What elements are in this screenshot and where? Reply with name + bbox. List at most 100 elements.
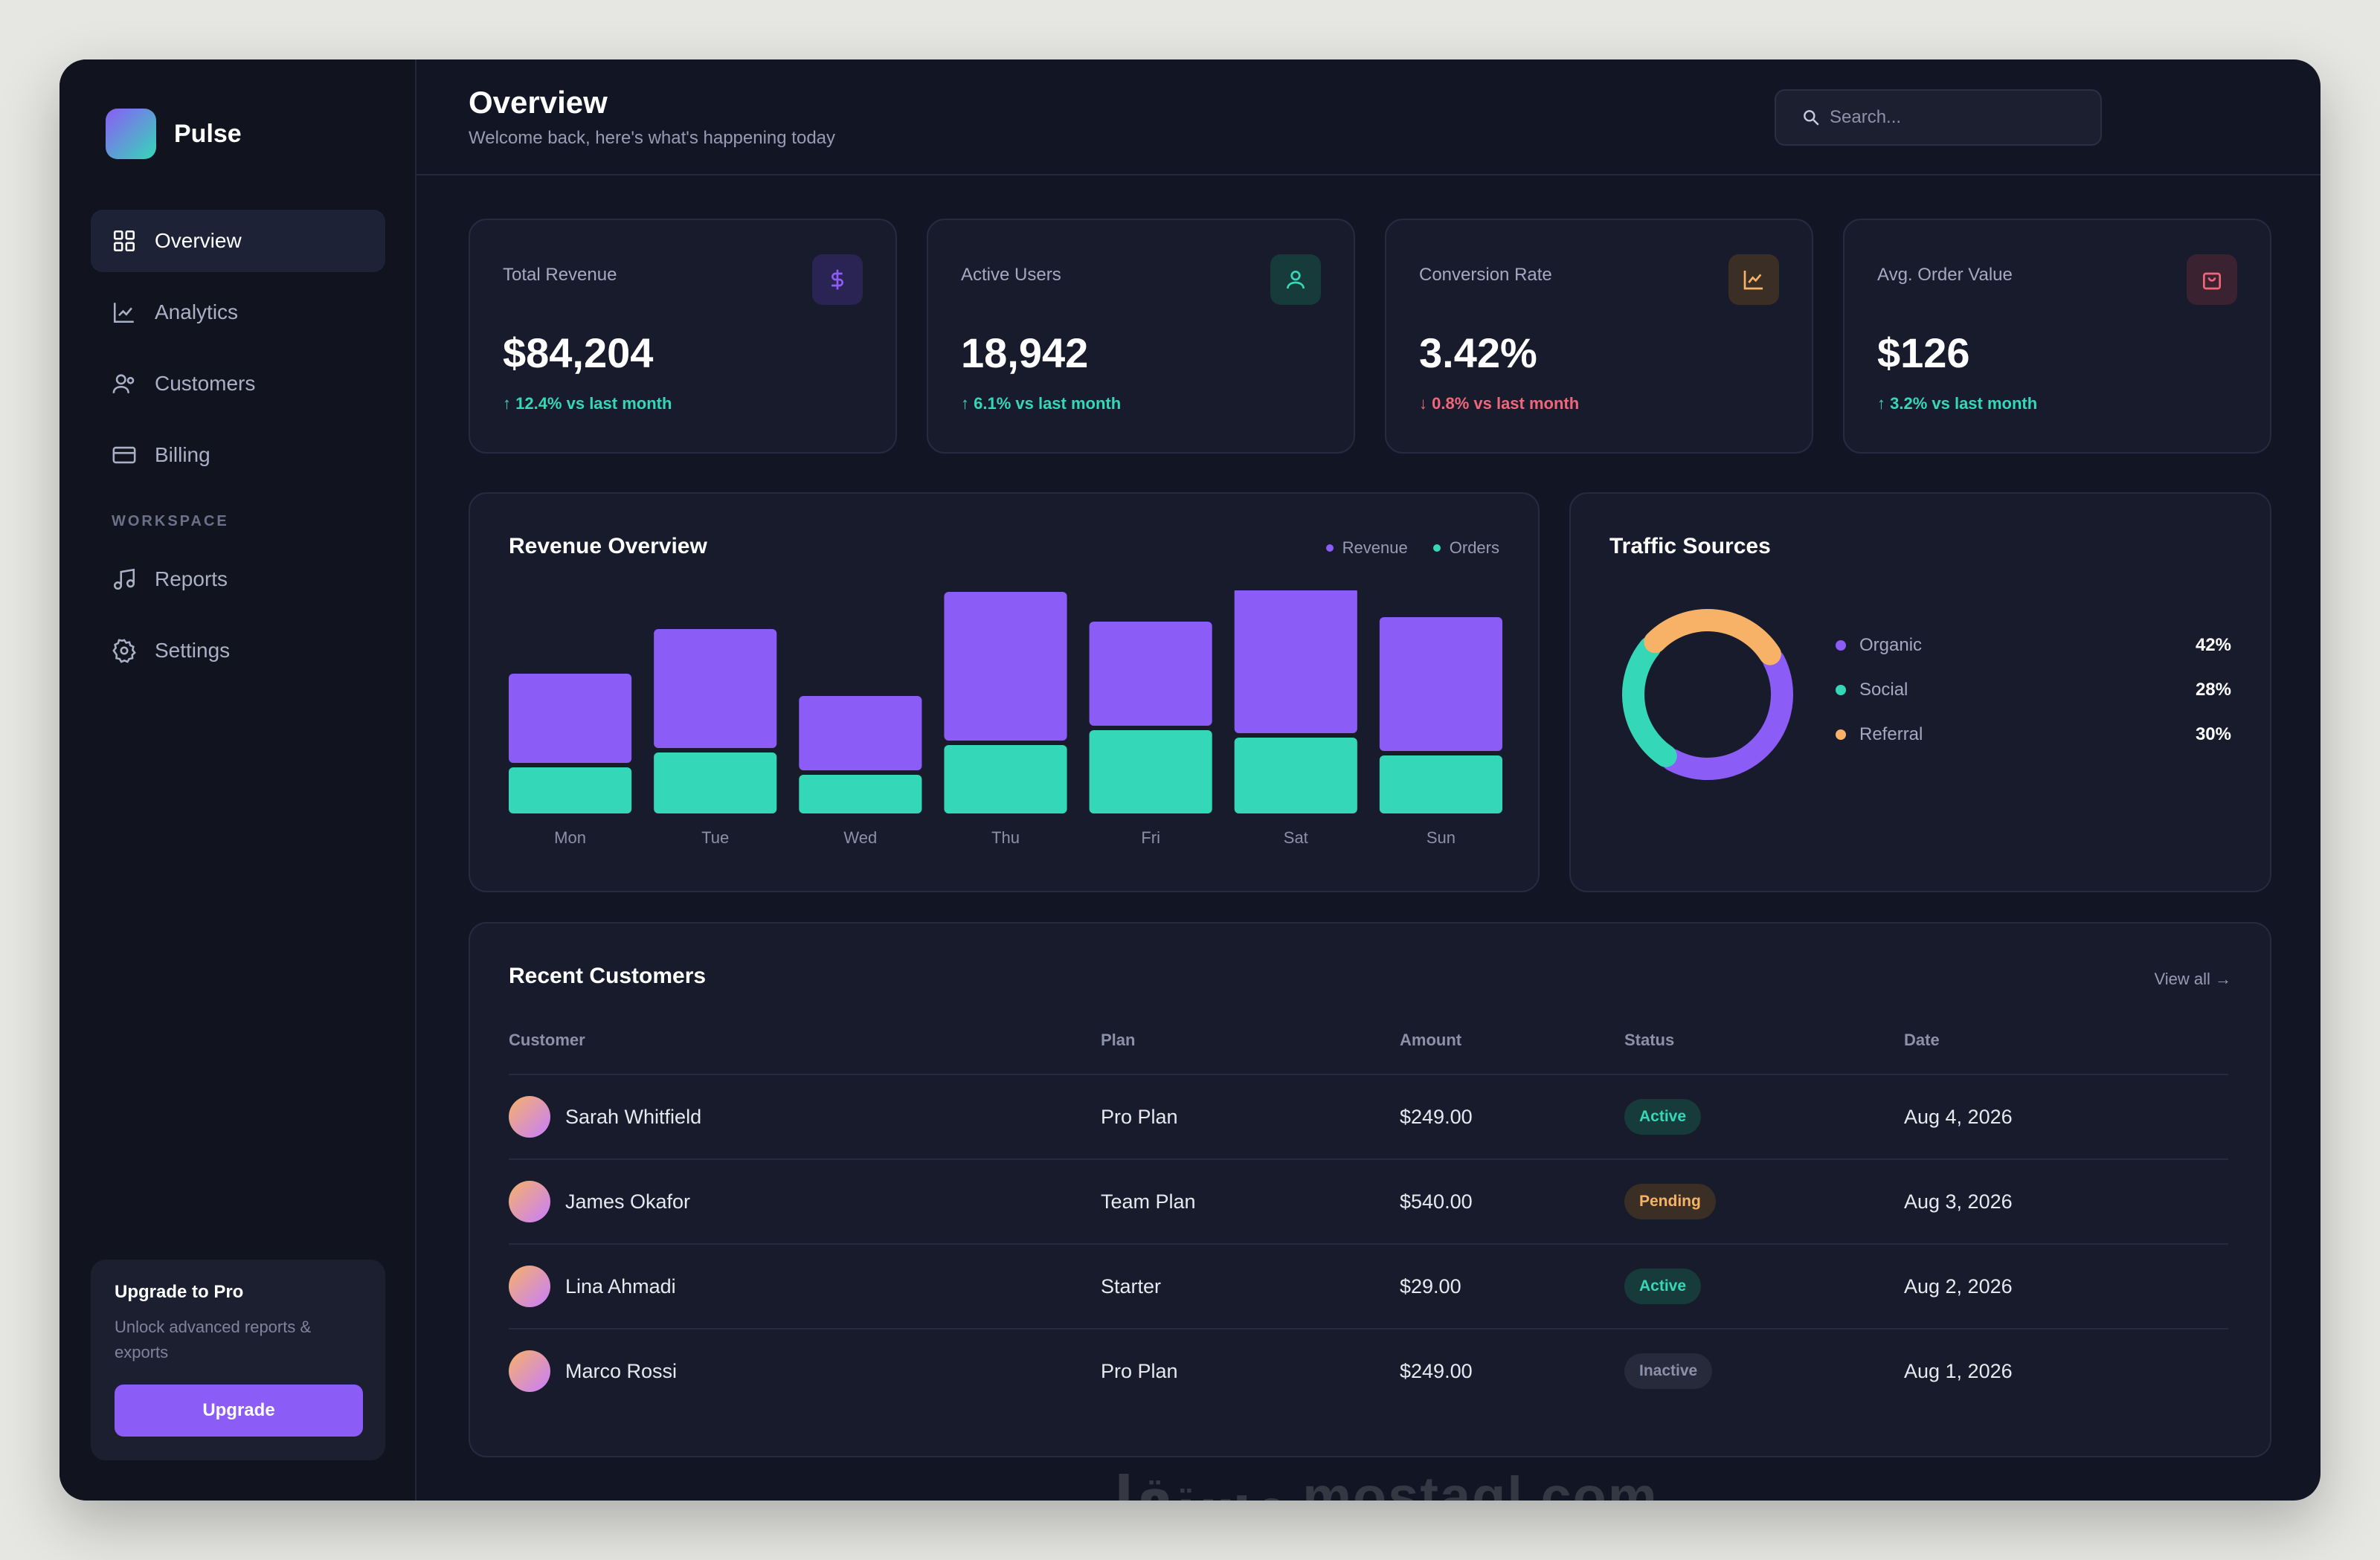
- bar-revenue-tue[interactable]: [654, 629, 777, 748]
- status-badge: Active: [1624, 1099, 1702, 1135]
- stat-label: Conversion Rate: [1419, 265, 1552, 285]
- grid-icon: [113, 230, 135, 252]
- table-row[interactable]: Lina Ahmadi Starter $29.00 Active Aug 2,…: [509, 1243, 2228, 1328]
- sidebar-item-settings[interactable]: Settings: [91, 619, 385, 682]
- table-row[interactable]: Marco Rossi Pro Plan $249.00 Inactive Au…: [509, 1328, 2228, 1413]
- customers-title: Recent Customers: [509, 964, 707, 988]
- legend-item-orders: Orders: [1432, 538, 1499, 558]
- shopping-bag-icon: [2203, 272, 2221, 290]
- traffic-label: Referral: [1859, 724, 1923, 744]
- column-header-status: Status: [1624, 1031, 1675, 1049]
- x-tick-label: Fri: [1141, 828, 1160, 847]
- donut-slice-referral[interactable]: [1644, 609, 1781, 665]
- bar-revenue-sat[interactable]: [1234, 590, 1357, 733]
- status-cell: Pending: [1624, 1160, 1716, 1243]
- bar-revenue-wed[interactable]: [799, 696, 922, 770]
- stat-icon-box: [1728, 254, 1779, 305]
- traffic-pct: 42%: [2195, 635, 2231, 655]
- stat-card-avg-order-value: Avg. Order Value $126 ↑ 3.2% vs last mon…: [1843, 219, 2271, 454]
- stat-delta: ↑ 6.1% vs last month: [961, 394, 1122, 413]
- sidebar-item-label: Reports: [155, 567, 228, 590]
- bar-orders-sun[interactable]: [1379, 755, 1502, 813]
- column-header-plan: Plan: [1101, 1031, 1136, 1049]
- stat-card-conversion-rate: Conversion Rate 3.42% ↓ 0.8% vs last mon…: [1385, 219, 1813, 454]
- credit-card-icon: [112, 446, 136, 464]
- stat-delta: ↑ 3.2% vs last month: [1877, 394, 2038, 413]
- customer-avatar: [509, 1181, 550, 1222]
- revenue-chart-title: Revenue Overview: [509, 534, 707, 558]
- stat-icon-box: [1270, 254, 1321, 305]
- sidebar-item-reports[interactable]: Reports: [91, 548, 385, 610]
- table-row[interactable]: James Okafor Team Plan $540.00 Pending A…: [509, 1158, 2228, 1243]
- legend-dot: [1325, 544, 1334, 552]
- bar-orders-thu[interactable]: [944, 745, 1067, 813]
- legend-label: Revenue: [1342, 538, 1408, 557]
- view-all-link[interactable]: View all →: [2154, 970, 2231, 988]
- amount-cell: $249.00: [1400, 1359, 1473, 1382]
- traffic-label: Organic: [1859, 635, 1923, 655]
- x-tick-label: Sun: [1427, 828, 1456, 847]
- sidebar: Pulse Overview Analytics Customers Billi…: [60, 59, 416, 1501]
- plan-cell: Starter: [1101, 1274, 1162, 1298]
- stat-icon-box: [2187, 254, 2237, 305]
- legend-item-revenue: Revenue: [1325, 538, 1408, 558]
- sidebar-item-overview[interactable]: Overview: [91, 210, 385, 272]
- sidebar-item-customers[interactable]: Customers: [91, 352, 385, 415]
- stat-icon-box: [812, 254, 863, 305]
- watermark: مستقل mostaql.com: [1086, 1466, 1659, 1501]
- status-cell: Inactive: [1624, 1329, 1713, 1413]
- bar-orders-sat[interactable]: [1234, 738, 1357, 813]
- stat-value: $126: [1877, 329, 1970, 376]
- upgrade-button[interactable]: Upgrade: [115, 1385, 363, 1437]
- bar-orders-tue[interactable]: [654, 752, 777, 813]
- plan-cell: Pro Plan: [1101, 1105, 1178, 1128]
- x-tick-label: Tue: [701, 828, 729, 847]
- brand-name: Pulse: [174, 119, 242, 148]
- sidebar-item-label: Overview: [155, 229, 242, 252]
- sidebar-nav: Overview Analytics Customers Billing WOR…: [91, 210, 385, 691]
- x-tick-label: Thu: [991, 828, 1020, 847]
- bar-revenue-mon[interactable]: [509, 674, 632, 763]
- donut-slice-organic[interactable]: [1661, 649, 1793, 780]
- status-badge: Active: [1624, 1269, 1702, 1304]
- column-header-date: Date: [1904, 1031, 1940, 1049]
- legend-dot: [1836, 729, 1846, 740]
- customer-name: James Okafor: [565, 1190, 691, 1213]
- stat-value: $84,204: [503, 329, 654, 376]
- traffic-title: Traffic Sources: [1609, 534, 1771, 558]
- customer-avatar: [509, 1096, 550, 1138]
- bar-orders-mon[interactable]: [509, 767, 632, 813]
- legend-dot: [1836, 685, 1846, 695]
- bar-revenue-fri[interactable]: [1089, 622, 1212, 726]
- donut-slice-social[interactable]: [1622, 636, 1677, 767]
- status-cell: Active: [1624, 1075, 1702, 1158]
- customer-cell: James Okafor: [509, 1160, 690, 1243]
- sidebar-item-analytics[interactable]: Analytics: [91, 281, 385, 344]
- column-header-customer: Customer: [509, 1031, 585, 1049]
- legend-dot: [1432, 544, 1441, 552]
- legend-label: Orders: [1449, 538, 1499, 557]
- search-input[interactable]: Search...: [1775, 89, 2102, 146]
- bar-orders-fri[interactable]: [1089, 730, 1212, 813]
- trend-icon: [1743, 271, 1763, 290]
- traffic-sources-card: Traffic Sources Organic 42% Social 28% R…: [1569, 492, 2271, 892]
- search-placeholder: Search...: [1830, 107, 1902, 127]
- dollar-icon: [832, 269, 843, 290]
- stat-card-active-users: Active Users 18,942 ↑ 6.1% vs last month: [927, 219, 1355, 454]
- legend-dot: [1836, 640, 1846, 651]
- bar-orders-wed[interactable]: [799, 775, 922, 813]
- brand[interactable]: Pulse: [106, 109, 242, 159]
- bar-revenue-thu[interactable]: [944, 592, 1067, 741]
- sidebar-item-billing[interactable]: Billing: [91, 424, 385, 486]
- traffic-label: Social: [1859, 680, 1908, 700]
- table-row[interactable]: Sarah Whitfield Pro Plan $249.00 Active …: [509, 1074, 2228, 1158]
- gear-icon: [112, 639, 136, 663]
- bar-revenue-sun[interactable]: [1379, 617, 1502, 751]
- customer-cell: Sarah Whitfield: [509, 1075, 701, 1158]
- column-header-amount: Amount: [1400, 1031, 1462, 1049]
- x-tick-label: Sat: [1284, 828, 1308, 847]
- stat-card-total-revenue: Total Revenue $84,204 ↑ 12.4% vs last mo…: [469, 219, 897, 454]
- stat-value: 3.42%: [1419, 329, 1537, 376]
- stat-label: Active Users: [961, 265, 1061, 285]
- date-cell: Aug 2, 2026: [1904, 1274, 2013, 1298]
